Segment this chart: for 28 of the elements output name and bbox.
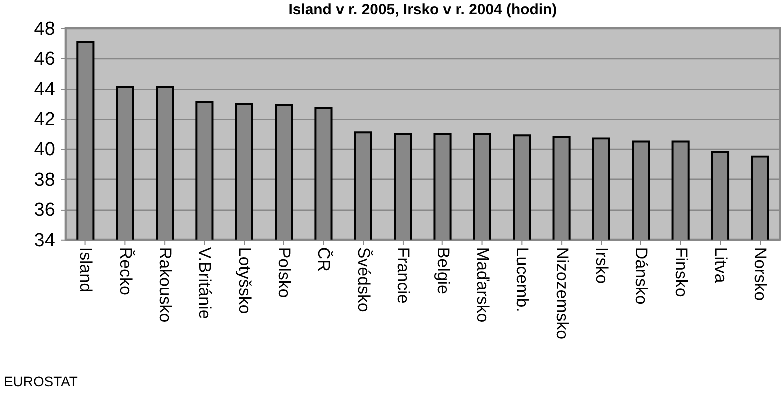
- x-tick-label: Norsko: [751, 247, 770, 302]
- y-tick-label: 44: [34, 79, 56, 100]
- x-tick-label: ČR: [314, 247, 334, 272]
- x-tick-label: Maďarsko: [473, 247, 492, 323]
- x-tick-label: Rakousko: [156, 247, 176, 323]
- chart-title: Island v r. 2005, Irsko v r. 2004 (hodin): [288, 1, 558, 18]
- x-tick-label: Švédsko: [354, 247, 374, 312]
- x-tick-label: Řecko: [116, 247, 136, 296]
- x-tick-label: Dánsko: [632, 247, 652, 305]
- y-tick-label: 48: [34, 18, 56, 40]
- x-tick-label: Litva: [712, 247, 731, 284]
- x-tick-label: Finsko: [672, 247, 691, 298]
- x-tick-label: V.Británie: [196, 247, 215, 320]
- y-tick-label: 46: [34, 49, 56, 70]
- x-tick-label: Lotyšsko: [235, 247, 254, 314]
- y-tick-label: 34: [34, 230, 56, 252]
- text: EUROSTAT: [4, 374, 78, 390]
- x-tick-label: Irsko: [592, 247, 612, 284]
- y-tick-label: 38: [34, 170, 56, 191]
- x-tick-label: Lucemb.: [513, 247, 532, 312]
- x-tick-label: Nizozemsko: [552, 247, 572, 340]
- y-tick-label: 36: [34, 200, 56, 222]
- x-tick-label: Francie: [394, 247, 414, 304]
- x-tick-label: Belgie: [434, 247, 453, 294]
- y-tick-label: 40: [34, 140, 56, 161]
- y-tick-label: 42: [34, 110, 56, 131]
- x-tick-label: Polsko: [275, 247, 294, 298]
- x-tick-label: Island: [76, 247, 96, 293]
